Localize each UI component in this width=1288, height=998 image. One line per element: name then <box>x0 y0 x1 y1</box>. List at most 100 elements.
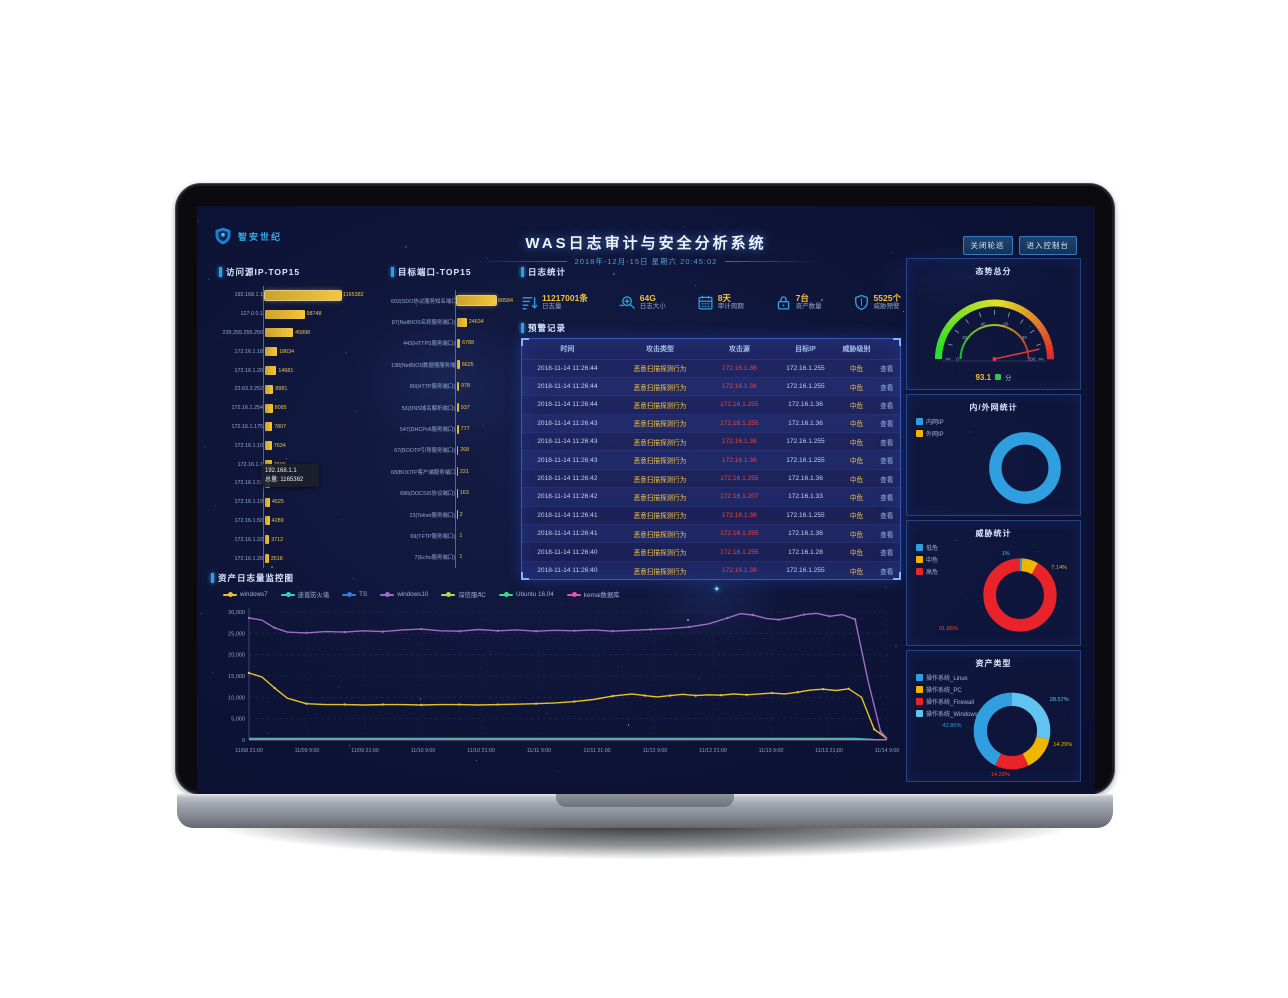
stat-item: 7台 资产数量 <box>775 284 822 320</box>
donut-legend-item[interactable]: 操作系统_Windows <box>916 709 978 718</box>
view-detail-link[interactable]: 查看 <box>873 542 900 562</box>
alert-cell-target-ip: 172.16.1.255 <box>771 358 840 378</box>
sparkle-decoration: ✦ <box>713 584 721 594</box>
svg-text:10,000: 10,000 <box>228 695 245 701</box>
alert-cell-time: 2018-11-14 11:26:40 <box>522 542 613 562</box>
star <box>835 750 838 753</box>
bar-zone: 163 <box>455 482 517 504</box>
bar-label: 686(DOCSIS协议端口) <box>400 491 455 498</box>
star <box>352 577 354 579</box>
svg-text:11/10 9:00: 11/10 9:00 <box>411 748 436 754</box>
star <box>278 231 280 233</box>
bar-row: 172.16.1.175 7807 <box>219 417 387 437</box>
view-detail-link[interactable]: 查看 <box>873 413 900 433</box>
view-detail-link[interactable]: 查看 <box>873 524 900 543</box>
bar <box>457 445 459 455</box>
section-title-log-stats: 日志统计 <box>521 266 566 278</box>
bar-zone: 4289 <box>263 511 387 531</box>
laptop-frame: 智安世纪 WAS日志审计与安全分析系统 2018年-12月-15日 星期六 20… <box>175 183 1115 795</box>
alert-cell-time: 2018-11-14 11:26:41 <box>522 505 613 525</box>
star <box>472 366 473 368</box>
star <box>204 445 206 447</box>
view-detail-link[interactable]: 查看 <box>873 395 900 415</box>
alert-cell-source-ip: 172.16.1.255 <box>707 395 772 415</box>
alerts-header-cell: 威胁级别 <box>842 345 871 353</box>
donut-legend-item[interactable]: 外网IP <box>916 429 944 438</box>
bar-value: 7634 <box>273 442 286 449</box>
star <box>613 272 615 275</box>
star <box>356 410 358 412</box>
line-legend-item[interactable]: TS <box>342 590 367 599</box>
bar-row: 172.16.1.20 14681 <box>219 361 387 380</box>
legend-label: 内网IP <box>926 420 944 426</box>
situation-gauge: 0 20 40 60 80 100 <box>934 299 1055 362</box>
alert-cell-time: 2018-11-14 11:26:43 <box>522 450 613 470</box>
legend-color-square <box>916 686 923 693</box>
stat-value: 64G <box>639 293 656 303</box>
bar-label: 172.16.1.52 <box>234 480 263 487</box>
alerts-header-cell: 攻击源 <box>728 345 750 353</box>
legend-label: 操作系统_Linux <box>926 676 968 682</box>
close-carousel-button[interactable]: 关闭轮巡 <box>962 236 1013 255</box>
line-legend-item[interactable]: 深信服AC <box>441 590 486 599</box>
alert-cell-time: 2018-11-14 11:26:44 <box>522 376 613 396</box>
donut-legend-item[interactable]: 高危 <box>916 567 938 576</box>
view-detail-link[interactable]: 查看 <box>873 468 900 488</box>
star <box>895 645 898 647</box>
donut-legend-item[interactable]: 操作系统_Firewall <box>916 697 978 706</box>
line-legend-item[interactable]: windows10 <box>380 590 428 599</box>
view-detail-link[interactable]: 查看 <box>873 432 900 451</box>
divider-line <box>474 261 567 262</box>
view-detail-link[interactable]: 查看 <box>873 487 900 507</box>
view-detail-link[interactable]: 查看 <box>873 560 900 580</box>
panel-corner <box>893 338 901 346</box>
line-legend-item[interactable]: 迪普防火墙 <box>280 590 329 599</box>
view-detail-link[interactable]: 查看 <box>873 376 900 396</box>
donut-legend-item[interactable]: 低危 <box>916 543 938 552</box>
star <box>482 425 484 427</box>
view-detail-link[interactable]: 查看 <box>873 358 900 378</box>
panel-corner <box>521 338 529 346</box>
alert-cell-source-ip: 172.16.1.36 <box>707 505 772 525</box>
alert-row: 2018-11-14 11:26:44 恶意扫描探测行为 172.16.1.255 1… <box>522 395 900 415</box>
bar-zone: 68584 <box>455 290 517 312</box>
enter-console-button[interactable]: 进入控制台 <box>1018 236 1077 255</box>
alerts-header-cell: 目标IP <box>795 345 816 353</box>
bar-label: 172.16.1.18 <box>234 348 263 355</box>
alert-cell-attack-type: 恶意扫描探测行为 <box>612 487 708 507</box>
log-monitor-line-chart: 0 5,000 10,000 15,000 20,000 25,000 30,000 11/0… <box>228 608 899 754</box>
view-detail-link[interactable]: 查看 <box>873 450 900 470</box>
star <box>687 618 690 621</box>
star <box>338 686 340 688</box>
svg-text:11/11 21:00: 11/11 21:00 <box>583 748 610 754</box>
line-legend-item[interactable]: kemai数据库 <box>566 590 619 599</box>
donut-legend-item[interactable]: 中危 <box>916 555 938 564</box>
alert-cell-source-ip: 172.16.1.36 <box>707 450 772 470</box>
line-legend-item[interactable]: Ubuntu 16.04 <box>498 590 554 599</box>
alert-cell-threat-level: 中危 <box>839 505 874 525</box>
view-detail-link[interactable]: 查看 <box>873 505 900 525</box>
brand-name: 智安世纪 <box>238 231 283 242</box>
legend-label: 中危 <box>926 558 939 564</box>
bar-row: 80(HTTP服务端口) 978 <box>391 375 517 397</box>
donut-legend-item[interactable]: 内网IP <box>916 417 944 426</box>
legend-label: 低危 <box>926 546 939 552</box>
bar-value: 8085 <box>274 405 287 412</box>
svg-text:60: 60 <box>1003 321 1009 326</box>
svg-text:15,000: 15,000 <box>228 674 245 680</box>
bar-value: 68584 <box>498 297 513 304</box>
line-legend-item[interactable]: windows7 <box>223 590 268 599</box>
alert-cell-attack-type: 恶意扫描探测行为 <box>612 468 708 488</box>
alert-row: 2018-11-14 11:26:41 恶意扫描探测行为 172.16.1.255 1… <box>522 524 900 543</box>
star <box>546 712 548 714</box>
bar <box>265 347 278 357</box>
donut-legend-item[interactable]: 操作系统_PC <box>916 685 978 694</box>
bar <box>265 554 269 564</box>
donut-legend-item[interactable]: 操作系统_Linux <box>916 673 978 682</box>
svg-text:25,000: 25,000 <box>228 631 245 637</box>
stat-item: 11217001条 日志量 <box>521 284 588 320</box>
star <box>479 592 482 595</box>
bar-row: 23.63.3.252 8881 <box>219 379 387 399</box>
stat-text: 5525个 威胁预警 <box>874 293 901 311</box>
bar-label: 602(SDO协议服务知名端口) <box>391 298 455 305</box>
